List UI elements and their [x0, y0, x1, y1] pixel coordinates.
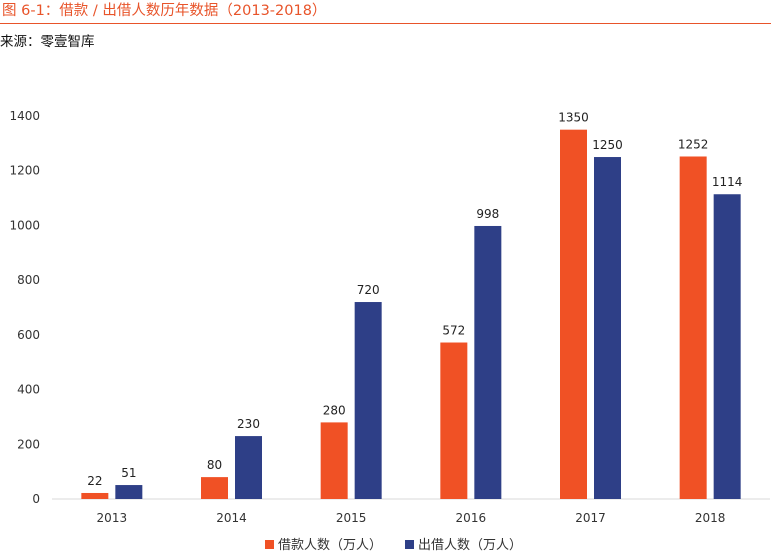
- y-tick-label: 200: [17, 437, 40, 451]
- x-tick-label: 2017: [575, 511, 606, 525]
- y-tick-label: 400: [17, 383, 40, 397]
- legend-label: 出借人数（万人）: [418, 538, 522, 553]
- y-tick-label: 1200: [9, 164, 40, 178]
- bar-lenders-2017: [594, 157, 621, 500]
- bar-borrowers-2016: [440, 342, 468, 499]
- figure-title: 图 6-1：借款 / 出借人数历年数据（2013-2018）: [0, 0, 771, 24]
- y-tick-label: 0: [32, 492, 40, 506]
- bar-borrowers-2014: [201, 477, 228, 499]
- bar-lenders-2013: [115, 485, 143, 499]
- data-label: 572: [442, 324, 465, 338]
- y-tick-label: 600: [17, 328, 40, 342]
- y-tick-label: 1000: [9, 218, 40, 232]
- bar-borrowers-2015: [320, 422, 348, 499]
- data-label: 51: [121, 466, 136, 480]
- data-label: 1350: [558, 111, 589, 125]
- bars: [81, 129, 741, 500]
- data-label: 1252: [678, 137, 709, 151]
- legend-label: 借款人数（万人）: [278, 538, 382, 553]
- data-label: 1250: [592, 138, 623, 152]
- bar-borrowers-2018: [679, 156, 707, 499]
- data-label: 1114: [712, 175, 743, 189]
- bar-borrowers-2013: [81, 492, 109, 499]
- legend-swatch: [265, 540, 274, 549]
- bar-lenders-2016: [474, 225, 502, 499]
- y-axis: 0 200 400 600 800 1000 1200 1400: [9, 109, 40, 506]
- bar-borrowers-2017: [560, 129, 587, 499]
- x-tick-label: 2015: [336, 511, 367, 525]
- bar-lenders-2018: [713, 194, 741, 499]
- x-axis: 2013 2014 2015 2016 2017 2018: [97, 511, 726, 525]
- data-label: 22: [87, 474, 102, 488]
- bar-lenders-2015: [354, 302, 382, 499]
- x-tick-label: 2014: [216, 511, 247, 525]
- data-label: 230: [237, 417, 260, 431]
- y-tick-label: 1400: [9, 109, 40, 123]
- data-label: 720: [357, 283, 380, 297]
- data-label: 80: [207, 458, 222, 472]
- data-label: 998: [476, 207, 499, 221]
- legend: 借款人数（万人） 出借人数（万人）: [265, 538, 522, 553]
- x-tick-label: 2018: [695, 511, 726, 525]
- bar-lenders-2014: [235, 436, 262, 499]
- y-tick-label: 800: [17, 273, 40, 287]
- data-label: 280: [323, 403, 346, 417]
- x-tick-label: 2016: [456, 511, 487, 525]
- figure-source: 来源：零壹智库: [0, 34, 95, 50]
- legend-swatch: [405, 540, 414, 549]
- x-tick-label: 2013: [97, 511, 128, 525]
